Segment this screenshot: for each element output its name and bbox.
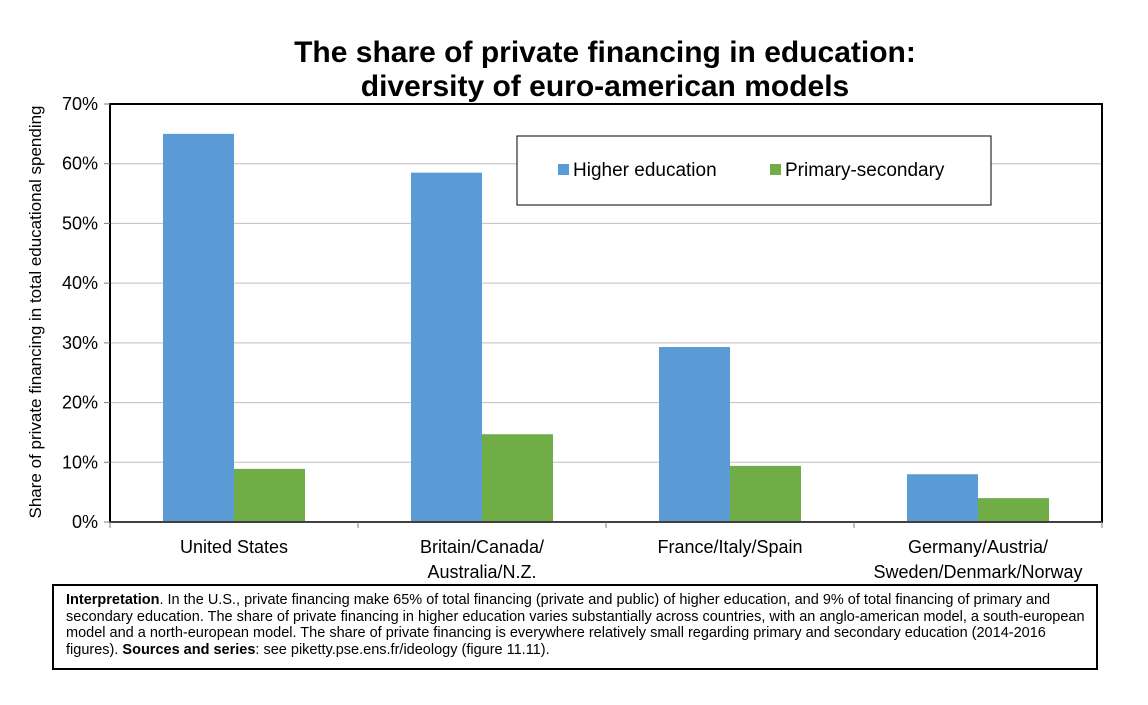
- legend-label: Primary-secondary: [785, 160, 945, 181]
- y-tick-label: 30%: [62, 333, 98, 353]
- bar-higher-education-3: [907, 474, 978, 522]
- bar-higher-education-0: [163, 133, 234, 522]
- y-tick-label: 20%: [62, 393, 98, 413]
- y-tick-label: 40%: [62, 273, 98, 293]
- bar-higher-education-1: [411, 172, 482, 522]
- legend: Higher education Primary-secondary: [516, 135, 992, 206]
- x-category-label: Germany/Austria/Sweden/Denmark/Norway: [873, 537, 1082, 582]
- bar-primary-secondary-2: [730, 465, 801, 522]
- chart-title-line-1: The share of private financing in educat…: [294, 36, 916, 69]
- sources-text: : see piketty.pse.ens.fr/ideology (figur…: [255, 641, 550, 658]
- y-tick-label: 0%: [72, 512, 98, 532]
- legend-label: Higher education: [573, 160, 717, 181]
- bar-primary-secondary-3: [978, 498, 1049, 522]
- interpretation-text: . In the U.S., private financing make 65…: [66, 592, 1085, 658]
- bar-primary-secondary-0: [234, 468, 305, 522]
- x-category-label-line: United States: [180, 537, 288, 557]
- x-category-label: Britain/Canada/Australia/N.Z.: [420, 537, 544, 582]
- y-tick-label: 60%: [62, 154, 98, 174]
- y-tick-label: 70%: [62, 94, 98, 114]
- legend-box: [516, 135, 992, 206]
- y-tick-label: 10%: [62, 452, 98, 472]
- interpretation-note: Interpretation. In the U.S., private fin…: [52, 584, 1098, 670]
- y-axis-tick-labels: 0% 10% 20% 30% 40% 50% 60% 70%: [62, 94, 110, 532]
- y-tick-label: 50%: [62, 213, 98, 233]
- chart-title-line-2: diversity of euro-american models: [360, 70, 850, 103]
- gridlines: [110, 163, 1102, 463]
- x-axis-category-labels: United States Britain/Canada/Australia/N.…: [180, 537, 1083, 582]
- x-axis-ticks: [109, 522, 1103, 528]
- x-category-label-line: Germany/Austria/: [908, 537, 1048, 557]
- bars: [163, 133, 1049, 522]
- chart-title: The share of private financing in educat…: [0, 36, 1148, 104]
- x-category-label: France/Italy/Spain: [657, 537, 802, 557]
- bar-higher-education-2: [659, 347, 730, 522]
- interpretation-label: Interpretation: [66, 592, 160, 608]
- x-category-label: United States: [180, 537, 288, 557]
- x-category-label-line: France/Italy/Spain: [657, 537, 802, 557]
- legend-swatch: [770, 164, 781, 175]
- x-category-label-line: Australia/N.Z.: [427, 562, 536, 582]
- sources-label: Sources and series: [122, 641, 256, 658]
- y-axis-title: Share of private financing in total educ…: [26, 105, 45, 518]
- x-category-label-line: Britain/Canada/: [420, 537, 544, 557]
- x-category-label-line: Sweden/Denmark/Norway: [873, 562, 1082, 582]
- bar-primary-secondary-1: [482, 434, 553, 522]
- legend-swatch: [558, 164, 569, 175]
